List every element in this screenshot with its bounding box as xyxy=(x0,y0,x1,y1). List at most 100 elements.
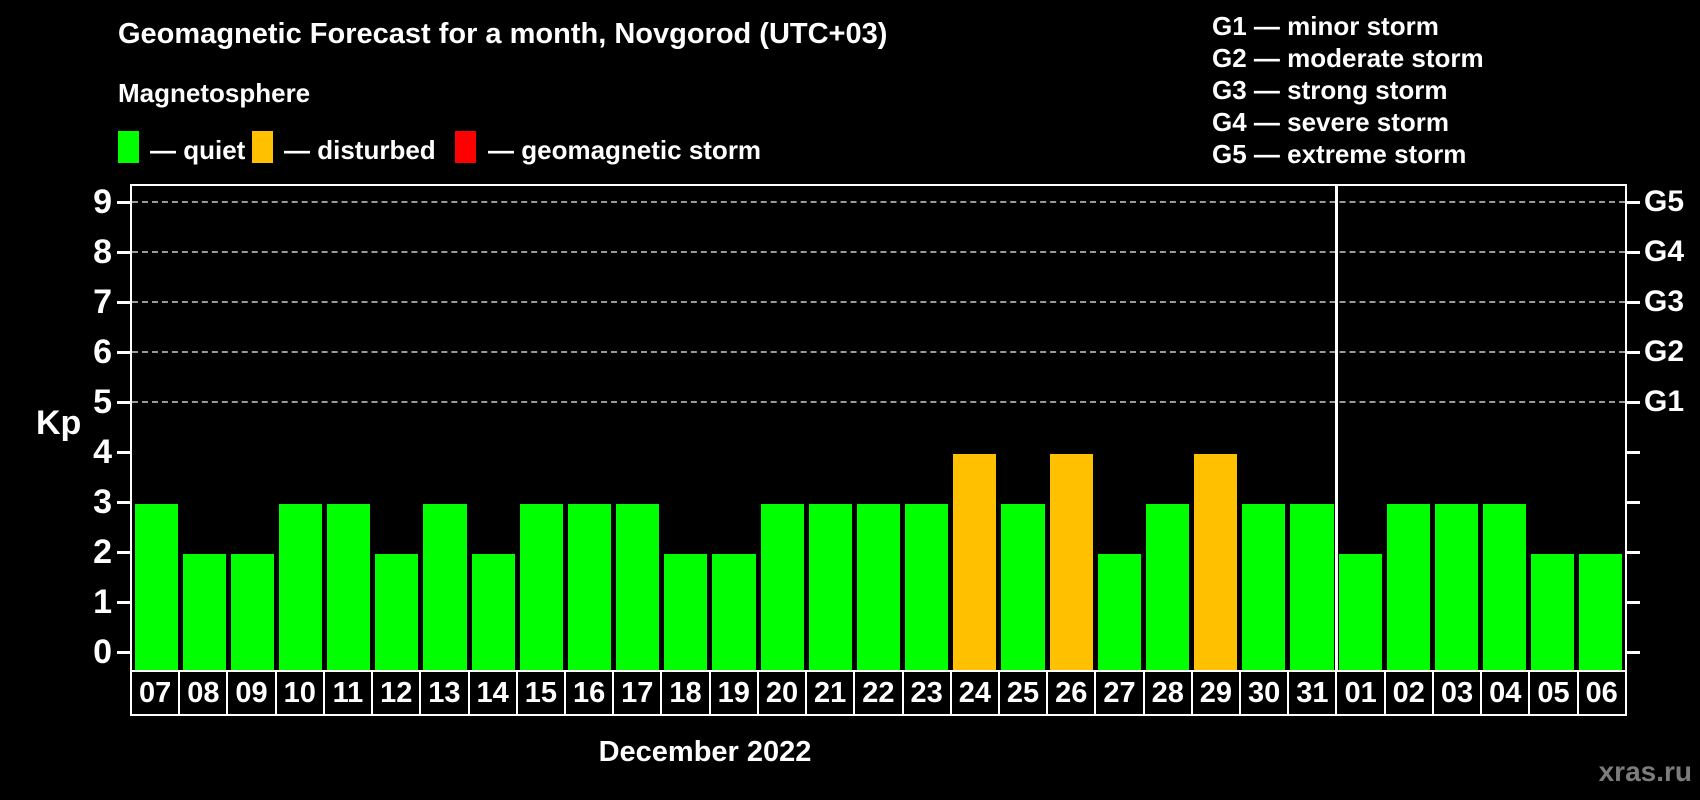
kp-bar-day-11 xyxy=(327,504,371,670)
kp-bar-day-05 xyxy=(1531,554,1575,670)
right-axis-label-g3: G3 xyxy=(1644,285,1685,318)
day-label-24: 24 xyxy=(949,670,1000,716)
kp-bar-day-23 xyxy=(905,504,949,670)
kp-bar-day-30 xyxy=(1242,504,1286,670)
right-axis-label-g5: G5 xyxy=(1644,185,1685,218)
y-axis-label-9: 9 xyxy=(93,183,112,221)
kp-bar-day-29 xyxy=(1194,454,1238,670)
plot-area xyxy=(130,184,1627,672)
day-label-18: 18 xyxy=(660,670,711,716)
right-axis-label-g4: G4 xyxy=(1644,235,1685,268)
left-tick-kp-6 xyxy=(117,350,130,354)
day-label-12: 12 xyxy=(371,670,422,716)
left-tick-kp-9 xyxy=(117,200,130,204)
day-label-19: 19 xyxy=(708,670,759,716)
day-label-21: 21 xyxy=(805,670,856,716)
y-axis-label-1: 1 xyxy=(93,583,112,621)
day-label-07: 07 xyxy=(130,670,181,716)
kp-bar-day-28 xyxy=(1145,504,1190,670)
day-label-13: 13 xyxy=(419,670,470,716)
day-label-08: 08 xyxy=(178,670,229,716)
day-label-30: 30 xyxy=(1239,670,1290,716)
month-separator-line xyxy=(1334,186,1338,670)
y-axis-label-7: 7 xyxy=(93,283,112,321)
kp-axis-title: Kp xyxy=(36,404,82,442)
day-label-22: 22 xyxy=(853,670,904,716)
kp-bar-day-25 xyxy=(1001,504,1045,670)
left-tick-kp-4 xyxy=(117,450,130,454)
kp-bar-day-12 xyxy=(375,554,419,670)
left-tick-kp-1 xyxy=(117,600,130,604)
left-tick-kp-8 xyxy=(117,250,130,254)
g-scale-legend: G1 — minor storm G2 — moderate storm G3 … xyxy=(1212,10,1484,170)
day-label-23: 23 xyxy=(901,670,952,716)
day-label-10: 10 xyxy=(274,670,325,716)
left-tick-kp-7 xyxy=(117,300,130,304)
day-label-15: 15 xyxy=(515,670,566,716)
gridline-kp-7 xyxy=(132,301,1625,303)
kp-bar-day-22 xyxy=(856,504,901,670)
day-label-14: 14 xyxy=(467,670,518,716)
kp-bar-day-01 xyxy=(1338,554,1382,670)
day-label-04: 04 xyxy=(1480,670,1531,716)
right-tick-kp-0 xyxy=(1627,650,1640,654)
quiet-swatch-icon xyxy=(118,131,139,163)
right-tick-kp-2 xyxy=(1627,550,1640,554)
day-label-02: 02 xyxy=(1383,670,1434,716)
day-label-26: 26 xyxy=(1046,670,1097,716)
y-axis-label-5: 5 xyxy=(93,383,112,421)
kp-bar-day-07 xyxy=(134,504,178,670)
kp-bar-day-15 xyxy=(519,504,563,670)
day-label-09: 09 xyxy=(226,670,277,716)
kp-bar-day-18 xyxy=(664,554,708,670)
y-axis-label-6: 6 xyxy=(93,333,112,371)
kp-bar-day-06 xyxy=(1579,554,1623,670)
kp-bar-day-19 xyxy=(712,554,756,670)
right-tick-kp-7 xyxy=(1627,300,1640,304)
day-label-27: 27 xyxy=(1094,670,1145,716)
left-tick-kp-3 xyxy=(117,500,130,504)
y-axis-label-4: 4 xyxy=(93,433,112,471)
y-axis-label-8: 8 xyxy=(93,233,112,271)
right-tick-kp-5 xyxy=(1627,400,1640,404)
quiet-legend-label: — quiet xyxy=(150,135,246,165)
chart-title: Geomagnetic Forecast for a month, Novgor… xyxy=(118,18,888,50)
kp-bar-day-26 xyxy=(1049,454,1093,670)
kp-bar-day-13 xyxy=(423,504,467,670)
gridline-kp-5 xyxy=(132,401,1625,403)
storm-legend-label: — geomagnetic storm xyxy=(488,135,762,165)
gridline-kp-8 xyxy=(132,251,1625,253)
storm-swatch-icon xyxy=(455,131,476,163)
right-tick-kp-4 xyxy=(1627,450,1640,454)
disturbed-legend-label: — disturbed xyxy=(284,135,436,165)
day-label-11: 11 xyxy=(322,670,374,716)
kp-bar-day-02 xyxy=(1386,504,1430,670)
kp-bar-day-09 xyxy=(230,554,274,670)
day-label-01: 01 xyxy=(1335,670,1386,716)
kp-bar-day-27 xyxy=(1097,554,1141,670)
kp-bar-day-20 xyxy=(760,504,804,670)
day-label-05: 05 xyxy=(1528,670,1579,716)
kp-bar-day-16 xyxy=(567,504,612,670)
day-label-28: 28 xyxy=(1142,670,1193,716)
kp-bar-day-10 xyxy=(278,504,323,670)
right-tick-kp-1 xyxy=(1627,600,1640,604)
magnetosphere-label: Magnetosphere xyxy=(118,78,311,108)
y-axis-label-0: 0 xyxy=(93,633,112,671)
left-tick-kp-5 xyxy=(117,400,130,404)
day-label-29: 29 xyxy=(1190,670,1242,716)
day-label-25: 25 xyxy=(997,670,1049,716)
gridline-kp-9 xyxy=(132,201,1625,203)
day-label-03: 03 xyxy=(1431,670,1483,716)
gridline-kp-6 xyxy=(132,351,1625,353)
day-label-31: 31 xyxy=(1287,670,1338,716)
disturbed-swatch-icon xyxy=(252,131,273,163)
kp-bar-day-17 xyxy=(616,504,660,670)
day-label-06: 06 xyxy=(1576,670,1627,716)
y-axis-label-2: 2 xyxy=(93,533,112,571)
kp-bar-day-14 xyxy=(471,554,515,670)
left-tick-kp-2 xyxy=(117,550,130,554)
right-tick-kp-3 xyxy=(1627,500,1640,504)
right-tick-kp-9 xyxy=(1627,200,1640,204)
